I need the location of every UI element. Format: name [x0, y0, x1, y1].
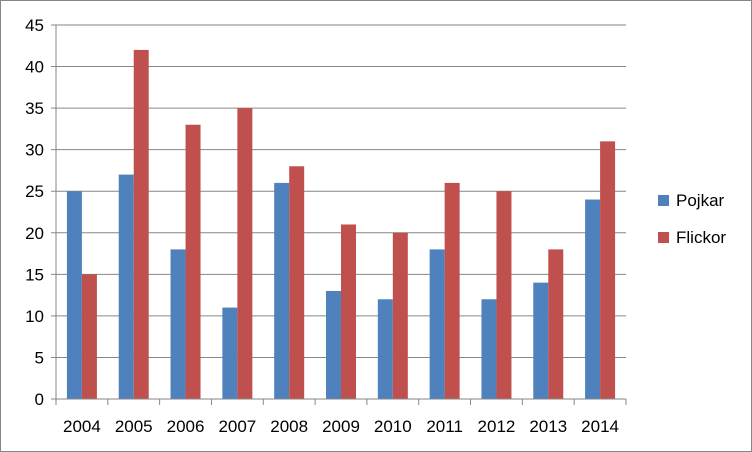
y-tick-label: 35 — [25, 99, 44, 118]
gridlines — [56, 24, 626, 358]
bar-flickor-2014 — [600, 141, 616, 399]
y-tick-label: 15 — [25, 265, 44, 284]
x-tick-label: 2011 — [426, 417, 463, 436]
bar-pojkar-2009 — [326, 290, 341, 399]
bar-pojkar-2012 — [481, 299, 497, 399]
y-tick-labels: 0 5 10 15 20 25 30 35 40 45 — [25, 16, 44, 409]
bar-pojkar-2010 — [377, 299, 393, 399]
bar-pojkar-2005 — [118, 174, 134, 399]
y-tick-label: 25 — [25, 182, 44, 201]
bar-pojkar-2008 — [274, 182, 290, 399]
y-tick-label: 40 — [25, 58, 44, 77]
bar-flickor-2005 — [133, 49, 149, 399]
axes — [51, 24, 627, 405]
x-tick-label: 2012 — [478, 417, 516, 436]
y-tick-label: 5 — [35, 348, 44, 367]
legend-swatch-flickor — [658, 232, 669, 243]
legend: Pojkar Flickor — [658, 191, 726, 247]
x-tick-label: 2010 — [374, 417, 412, 436]
x-tick-label: 2013 — [529, 417, 567, 436]
bar-flickor-2004 — [81, 274, 97, 399]
bar-flickor-2009 — [341, 224, 356, 399]
bar-flickor-2011 — [444, 182, 460, 399]
x-tick-label: 2009 — [322, 417, 360, 436]
legend-swatch-pojkar — [658, 195, 669, 206]
x-tick-label: 2014 — [581, 417, 619, 436]
bar-pojkar-2013 — [533, 282, 549, 399]
bar-pojkar-2004 — [66, 191, 82, 399]
y-tick-label: 45 — [25, 16, 44, 35]
x-tick-label: 2005 — [115, 417, 153, 436]
bar-flickor-2013 — [548, 249, 564, 399]
x-tick-label: 2008 — [270, 417, 308, 436]
legend-label-pojkar: Pojkar — [676, 191, 725, 210]
legend-label-flickor: Flickor — [676, 228, 726, 247]
y-tick-label: 20 — [25, 224, 44, 243]
y-tick-label: 0 — [35, 390, 44, 409]
bar-pojkar-2006 — [170, 249, 186, 399]
bar-flickor-2012 — [496, 191, 512, 399]
bar-pojkar-2011 — [429, 249, 445, 399]
bars — [66, 49, 616, 399]
x-tick-labels: 2004 2005 2006 2007 2008 2009 2010 2011 2012 2013… — [63, 417, 619, 436]
y-tick-label: 30 — [25, 141, 44, 160]
x-tick-label: 2007 — [218, 417, 256, 436]
bar-flickor-2006 — [185, 124, 201, 399]
bar-pojkar-2014 — [585, 199, 601, 399]
x-tick-label: 2006 — [167, 417, 205, 436]
bar-flickor-2008 — [289, 166, 305, 399]
x-tick-label: 2004 — [63, 417, 101, 436]
bar-flickor-2010 — [392, 232, 408, 399]
bar-flickor-2007 — [237, 108, 253, 399]
y-tick-label: 10 — [25, 307, 44, 326]
bar-pojkar-2007 — [222, 307, 238, 399]
